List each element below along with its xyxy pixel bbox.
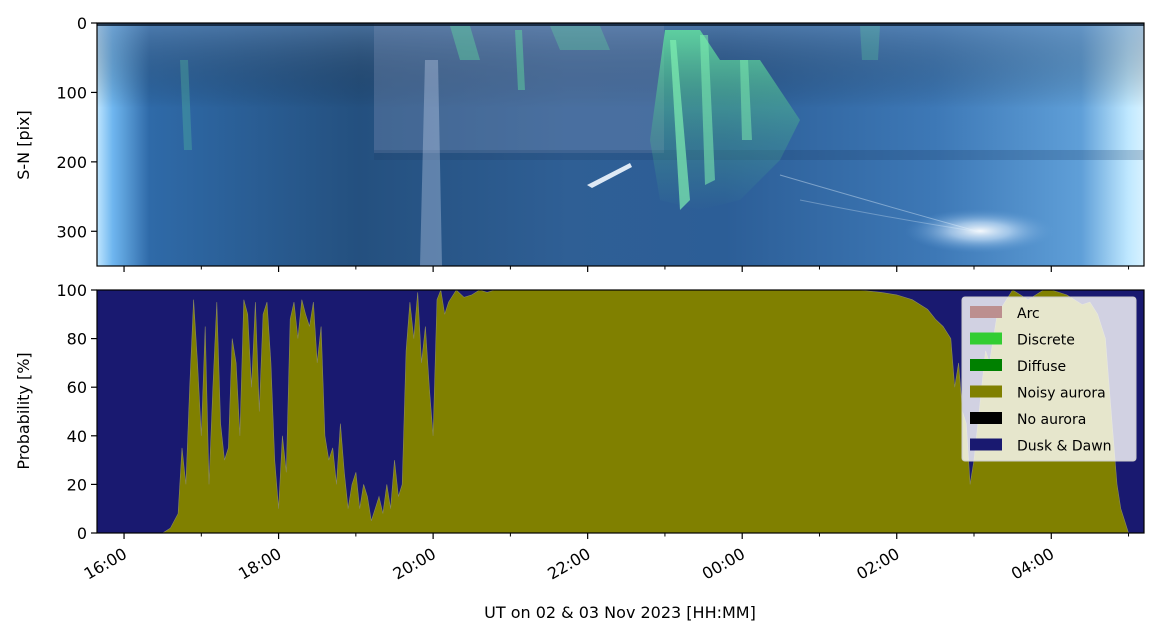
probability-ytick-label: 20: [67, 475, 87, 494]
legend-swatch: [970, 412, 1002, 424]
xtick-label: 04:00: [1008, 544, 1057, 584]
legend-label: Arc: [1017, 306, 1040, 322]
probability-ytick-label: 40: [67, 427, 87, 446]
keogram-frame: [96, 22, 1145, 267]
keogram-xaxis: [123, 266, 1130, 272]
legend-swatch: [970, 359, 1002, 371]
probability-frame: [96, 289, 1145, 534]
xtick-label: 18:00: [235, 544, 284, 584]
bright-streak: [587, 163, 632, 188]
xtick-label: 20:00: [390, 544, 439, 584]
legend: Arc Discrete Diffuse Noisy aurora No aurora D…: [961, 296, 1137, 462]
probability-yaxis: 0 20 40 60 80 100: [56, 281, 97, 543]
legend-swatch: [970, 438, 1002, 451]
probability-xlabel: UT on 02 & 03 Nov 2023 [HH:MM]: [484, 603, 756, 622]
keogram-ytick-label: 0: [77, 14, 87, 33]
probability-panel: 0 20 40 60 80 100 16:00 18:00 20:00 22:00 00:00 02…: [14, 281, 1145, 622]
xtick-label: 02:00: [853, 544, 902, 584]
xtick-label: 16:00: [81, 544, 130, 584]
keogram-image: [97, 23, 1144, 266]
legend-swatch: [970, 306, 1002, 318]
probability-ytick-label: 80: [67, 330, 87, 349]
probability-ylabel: Probability [%]: [14, 352, 33, 469]
area-noisy-aurora: [162, 290, 1129, 533]
xtick-label: 22:00: [544, 544, 593, 584]
legend-label: Diffuse: [1017, 359, 1066, 375]
probability-xaxis: 16:00 18:00 20:00 22:00 00:00 02:00 04:00: [81, 533, 1130, 584]
legend-box: [961, 296, 1137, 462]
xtick-label: 00:00: [699, 544, 748, 584]
legend-label: Dusk & Dawn: [1017, 439, 1112, 455]
aurora-streaks: [180, 26, 880, 210]
probability-ytick-label: 100: [56, 281, 87, 300]
legend-label: Noisy aurora: [1017, 386, 1106, 402]
legend-label: No aurora: [1017, 412, 1086, 428]
keogram-ytick-label: 300: [56, 222, 87, 241]
bright-block: [374, 23, 664, 153]
legend-swatch: [970, 332, 1002, 345]
keogram-ytick-label: 100: [56, 83, 87, 102]
moon-glow: [905, 209, 1055, 253]
keogram-ytick-label: 200: [56, 153, 87, 172]
legend-label: Discrete: [1017, 333, 1075, 349]
probability-ytick-label: 0: [77, 524, 87, 543]
legend-swatch: [970, 385, 1002, 398]
keogram-yaxis: 0 100 200 300: [56, 14, 97, 241]
keogram-ylabel: S-N [pix]: [14, 110, 33, 180]
bright-column: [420, 60, 442, 266]
probability-ytick-label: 60: [67, 378, 87, 397]
keogram-panel: 0 100 200 300 S-N [pix]: [14, 14, 1145, 272]
